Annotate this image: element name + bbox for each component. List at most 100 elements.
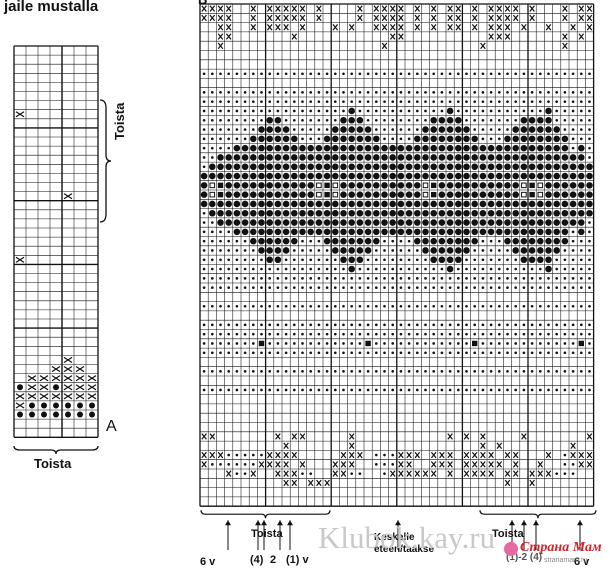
big-dot-symbol bbox=[463, 135, 470, 143]
small-dot-symbol bbox=[391, 277, 395, 280]
small-dot-symbol bbox=[358, 323, 362, 327]
small-dot-symbol bbox=[325, 388, 329, 392]
small-dot-symbol bbox=[514, 388, 518, 392]
small-dot-symbol bbox=[481, 342, 485, 345]
big-dot-symbol bbox=[241, 154, 249, 161]
small-dot-symbol bbox=[210, 137, 214, 141]
cross-symbol bbox=[225, 470, 232, 477]
big-dot-symbol bbox=[282, 237, 290, 245]
big-dot-symbol bbox=[274, 154, 282, 161]
cross-symbol bbox=[586, 461, 593, 468]
small-dot-symbol bbox=[333, 332, 337, 336]
small-dot-symbol bbox=[497, 249, 501, 252]
big-dot-symbol bbox=[528, 163, 536, 171]
small-dot-symbol bbox=[547, 342, 550, 345]
small-dot-symbol bbox=[579, 277, 583, 280]
big-dot-symbol bbox=[528, 219, 536, 226]
small-dot-symbol bbox=[399, 258, 403, 262]
small-dot-symbol bbox=[366, 351, 370, 355]
small-dot-symbol bbox=[579, 304, 583, 308]
small-dot-symbol bbox=[489, 342, 493, 345]
small-dot-symbol bbox=[514, 109, 518, 113]
open-square-symbol bbox=[521, 191, 527, 198]
small-dot-symbol bbox=[506, 109, 509, 113]
big-dot-symbol bbox=[381, 228, 388, 236]
small-dot-symbol bbox=[456, 286, 460, 289]
big-dot-symbol bbox=[266, 182, 273, 189]
small-dot-symbol bbox=[374, 118, 378, 122]
small-dot-symbol bbox=[415, 249, 419, 252]
big-dot-symbol bbox=[479, 219, 487, 226]
cross-symbol bbox=[422, 470, 429, 477]
big-dot-symbol bbox=[307, 172, 314, 180]
small-dot-symbol bbox=[268, 72, 272, 76]
small-dot-symbol bbox=[227, 137, 231, 141]
cross-symbol bbox=[250, 5, 257, 12]
small-dot-symbol bbox=[333, 258, 337, 262]
big-dot-symbol bbox=[364, 247, 372, 254]
big-dot-symbol bbox=[217, 200, 224, 208]
cross-symbol bbox=[504, 33, 511, 40]
big-dot-symbol bbox=[332, 209, 339, 217]
small-dot-symbol bbox=[309, 304, 313, 308]
big-dot-symbol bbox=[291, 163, 298, 171]
small-dot-symbol bbox=[309, 239, 313, 243]
big-dot-symbol bbox=[323, 209, 331, 217]
small-dot-symbol bbox=[235, 72, 239, 76]
small-dot-symbol bbox=[202, 91, 206, 94]
big-dot-symbol bbox=[561, 228, 569, 236]
big-dot-symbol bbox=[438, 182, 446, 189]
small-dot-symbol bbox=[588, 370, 591, 373]
big-dot-symbol bbox=[282, 172, 290, 180]
big-dot-symbol bbox=[561, 191, 569, 198]
small-dot-symbol bbox=[555, 388, 559, 392]
cross-symbol bbox=[225, 33, 232, 40]
big-dot-symbol bbox=[553, 144, 560, 152]
cross-symbol bbox=[348, 433, 355, 440]
small-dot-symbol bbox=[276, 388, 280, 392]
big-dot-symbol bbox=[578, 219, 585, 226]
cross-symbol bbox=[291, 470, 298, 477]
big-dot-symbol bbox=[446, 154, 454, 161]
big-dot-symbol bbox=[200, 191, 208, 198]
small-dot-symbol bbox=[210, 323, 214, 327]
big-dot-symbol bbox=[200, 172, 208, 180]
small-dot-symbol bbox=[481, 286, 485, 289]
small-dot-symbol bbox=[325, 91, 329, 94]
cross-symbol bbox=[250, 24, 257, 31]
small-dot-symbol bbox=[292, 258, 296, 262]
cross-symbol bbox=[266, 5, 273, 12]
big-dot-symbol bbox=[422, 126, 429, 133]
big-dot-symbol bbox=[282, 154, 290, 161]
small-dot-symbol bbox=[342, 323, 345, 327]
cross-symbol bbox=[266, 24, 273, 31]
big-dot-symbol bbox=[512, 228, 519, 236]
cross-symbol bbox=[512, 14, 519, 22]
filled-dot-symbol bbox=[88, 402, 96, 409]
big-dot-symbol bbox=[528, 237, 536, 245]
small-dot-symbol bbox=[473, 249, 477, 252]
small-dot-symbol bbox=[547, 370, 550, 373]
big-dot-symbol bbox=[340, 163, 347, 171]
cross-symbol bbox=[291, 479, 298, 487]
small-dot-symbol bbox=[227, 277, 231, 280]
cross-symbol bbox=[570, 24, 576, 31]
small-dot-symbol bbox=[350, 91, 354, 94]
small-dot-symbol bbox=[481, 277, 485, 280]
small-dot-symbol bbox=[243, 342, 247, 345]
small-dot-symbol bbox=[301, 258, 304, 262]
small-dot-symbol bbox=[309, 472, 313, 475]
small-dot-symbol bbox=[268, 277, 272, 280]
big-dot-symbol bbox=[381, 209, 388, 217]
small-dot-symbol bbox=[538, 100, 542, 103]
cross-symbol bbox=[283, 479, 289, 487]
big-dot-symbol bbox=[438, 126, 446, 133]
small-dot-symbol bbox=[424, 267, 427, 271]
big-dot-symbol bbox=[487, 228, 495, 236]
big-dot-symbol bbox=[561, 237, 569, 245]
big-dot-symbol bbox=[340, 209, 347, 217]
big-dot-symbol bbox=[307, 144, 314, 152]
small-dot-symbol bbox=[448, 332, 452, 336]
small-dot-symbol bbox=[366, 323, 370, 327]
big-dot-symbol bbox=[250, 219, 257, 226]
